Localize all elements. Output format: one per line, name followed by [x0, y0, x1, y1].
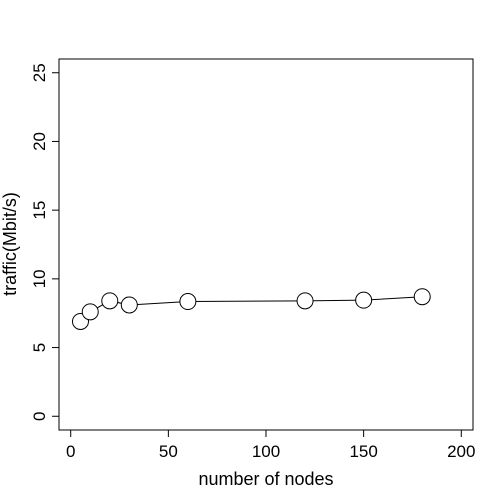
x-axis-label: number of nodes	[198, 469, 333, 489]
data-point	[296, 292, 314, 310]
y-tick-label: 20	[30, 132, 49, 151]
y-axis-label: traffic(Mbit/s)	[0, 192, 20, 296]
data-point	[355, 291, 373, 309]
x-tick-label: 150	[349, 442, 377, 461]
y-tick-label: 5	[30, 343, 49, 352]
data-point	[413, 288, 431, 306]
y-tick-label: 0	[30, 412, 49, 421]
data-point	[179, 293, 197, 311]
series-layer	[71, 288, 431, 330]
y-tick-label: 25	[30, 63, 49, 82]
y-tick-label: 10	[30, 269, 49, 288]
data-point	[120, 296, 138, 314]
x-tick-label: 0	[66, 442, 75, 461]
data-point	[101, 292, 119, 310]
data-point	[81, 303, 99, 321]
y-tick-label: 15	[30, 201, 49, 220]
x-tick-label: 50	[159, 442, 178, 461]
plot-frame	[58, 58, 474, 431]
x-axis: 0 50 100 150 200	[66, 430, 475, 461]
y-axis: 0 5 10 15 20 25	[30, 63, 59, 421]
x-tick-label: 100	[252, 442, 280, 461]
x-tick-label: 200	[447, 442, 475, 461]
